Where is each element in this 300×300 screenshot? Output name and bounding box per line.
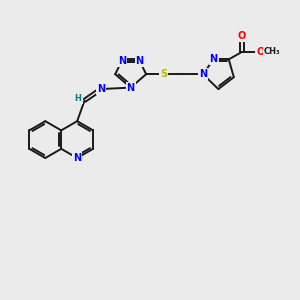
Text: N: N xyxy=(199,69,207,79)
Text: N: N xyxy=(209,54,218,64)
Text: N: N xyxy=(127,82,135,93)
Text: N: N xyxy=(73,153,81,163)
Text: O: O xyxy=(256,47,265,57)
Text: N: N xyxy=(136,56,144,66)
Text: CH₃: CH₃ xyxy=(264,47,281,56)
Text: S: S xyxy=(160,69,167,79)
Text: N: N xyxy=(118,56,126,66)
Text: O: O xyxy=(238,32,246,41)
Text: N: N xyxy=(97,84,105,94)
Text: H: H xyxy=(75,94,82,103)
